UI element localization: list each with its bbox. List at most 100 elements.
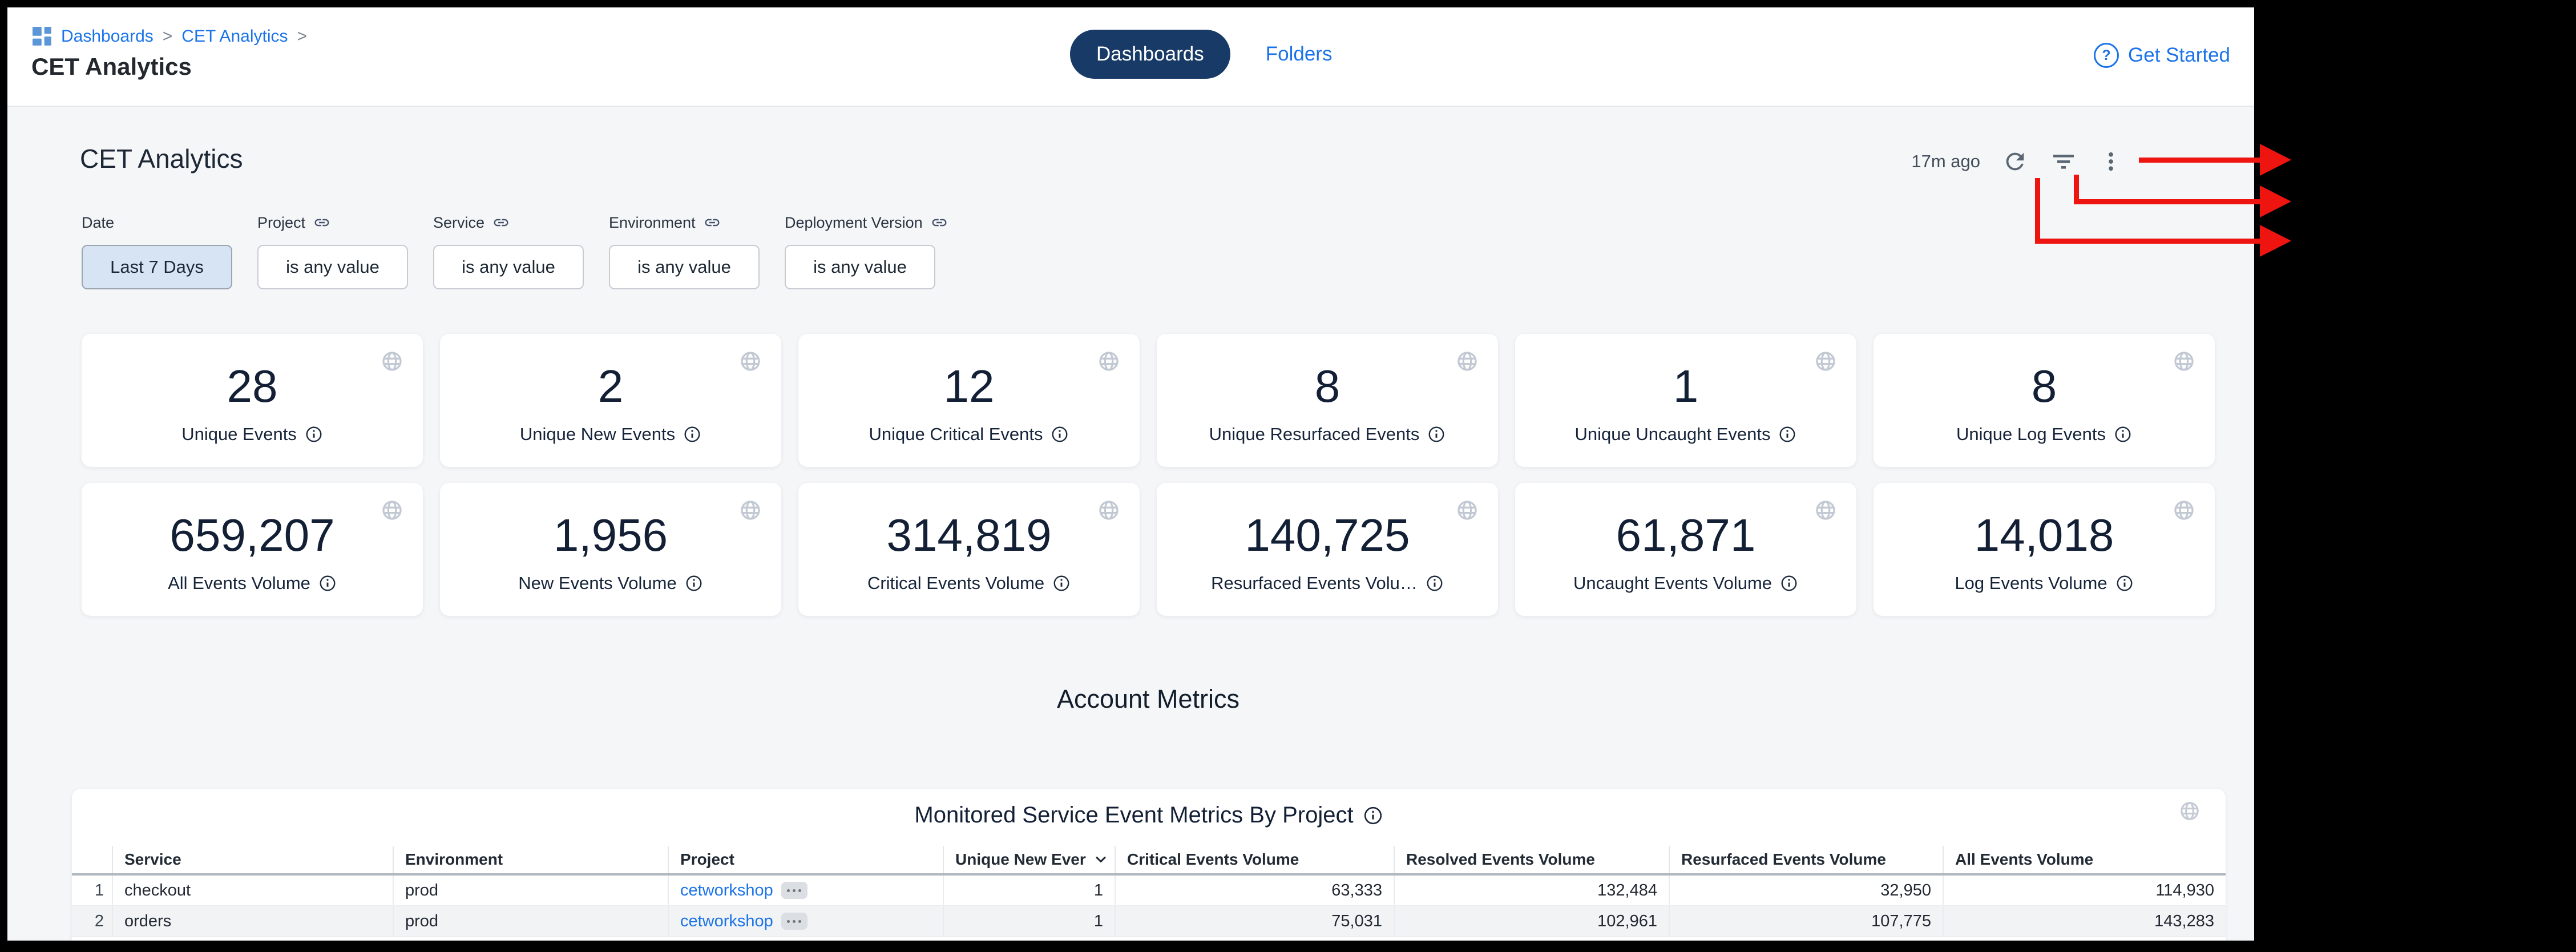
metric-value: 12 xyxy=(943,361,995,412)
breadcrumb: Dashboards > CET Analytics > xyxy=(33,27,307,46)
filter-label: Service xyxy=(433,213,485,231)
topbar: Dashboards > CET Analytics > CET Analyti… xyxy=(7,7,2254,107)
globe-icon xyxy=(1456,350,1479,376)
cell-resurfaced-events-volume: 107,775 xyxy=(1669,906,1944,937)
metric-label: Unique New Events xyxy=(519,424,676,444)
metric-label: Unique Resurfaced Events xyxy=(1209,424,1420,444)
info-icon[interactable] xyxy=(2115,574,2134,592)
globe-icon xyxy=(739,499,762,525)
row-number: 2 xyxy=(72,906,113,937)
cell-critical-events-volume: 63,333 xyxy=(1115,874,1395,906)
dashboards-grid-icon xyxy=(33,27,52,46)
globe-icon xyxy=(1097,499,1120,525)
column-header-resolved-events-volume[interactable]: Resolved Events Volume xyxy=(1394,846,1670,876)
annotation-arrow-filter-head xyxy=(2260,185,2291,217)
metric-label: Unique Log Events xyxy=(1956,424,2106,444)
filter-environment-value[interactable]: is any value xyxy=(609,245,760,289)
metric-value: 314,819 xyxy=(886,510,1052,560)
filter-date-value[interactable]: Last 7 Days xyxy=(82,245,232,289)
filter-date: Date Last 7 Days xyxy=(82,213,232,289)
metric-value: 2 xyxy=(597,361,624,412)
page-title: CET Analytics xyxy=(31,53,192,80)
dashboard-title: CET Analytics xyxy=(80,144,243,174)
info-icon[interactable] xyxy=(318,574,337,592)
info-icon[interactable] xyxy=(1426,574,1444,592)
globe-icon xyxy=(2173,499,2195,525)
info-icon[interactable] xyxy=(1427,425,1446,443)
filter-icon[interactable] xyxy=(2050,148,2077,175)
cell-resolved-events-volume: 132,484 xyxy=(1394,874,1670,906)
info-icon[interactable] xyxy=(305,425,323,443)
column-header-label: Unique New Ever xyxy=(955,850,1086,868)
metric-label: New Events Volume xyxy=(518,573,677,593)
view-tabs: Dashboards Folders xyxy=(1070,30,1332,79)
info-icon[interactable] xyxy=(685,574,703,592)
filter-project-value[interactable]: is any value xyxy=(257,245,408,289)
metric-card-unique-new-events: 2 Unique New Events xyxy=(440,334,781,467)
metric-card-all-events-volume: 659,207 All Events Volume xyxy=(82,483,423,616)
info-icon[interactable] xyxy=(1778,425,1796,443)
get-started-link[interactable]: ? Get Started xyxy=(2094,43,2230,68)
info-icon[interactable] xyxy=(1780,574,1798,592)
info-icon[interactable] xyxy=(1363,805,1383,826)
project-link[interactable]: cetworkshop xyxy=(680,911,773,930)
globe-icon xyxy=(1456,499,1479,525)
metric-card-unique-uncaught-events: 1 Unique Uncaught Events xyxy=(1515,334,1856,467)
metric-value: 1,956 xyxy=(553,510,668,560)
column-header-environment[interactable]: Environment xyxy=(393,846,669,876)
tab-dashboards[interactable]: Dashboards xyxy=(1070,30,1230,79)
breadcrumb-separator: > xyxy=(162,27,173,46)
metric-card-log-events-volume: 14,018 Log Events Volume xyxy=(1874,483,2215,616)
metric-cards-row-2: 659,207 All Events Volume 1,956 New Even… xyxy=(82,483,2215,616)
sort-desc-chevron-icon xyxy=(1093,852,1109,868)
project-link[interactable]: cetworkshop xyxy=(680,881,773,899)
cell-project: cetworkshop xyxy=(668,874,944,906)
help-icon: ? xyxy=(2094,43,2119,68)
metric-card-new-events-volume: 1,956 New Events Volume xyxy=(440,483,781,616)
filter-service-value[interactable]: is any value xyxy=(433,245,584,289)
info-icon[interactable] xyxy=(2114,425,2132,443)
cell-menu-icon[interactable] xyxy=(781,913,807,930)
column-header-critical-events-volume[interactable]: Critical Events Volume xyxy=(1115,846,1395,876)
metric-card-unique-log-events: 8 Unique Log Events xyxy=(1874,334,2215,467)
metric-cards-row-1: 28 Unique Events 2 Unique New Events 12 … xyxy=(82,334,2215,467)
column-header-unique-new-events[interactable]: Unique New Ever xyxy=(943,846,1116,876)
cell-menu-icon[interactable] xyxy=(781,882,807,899)
metric-label: Uncaught Events Volume xyxy=(1573,573,1772,593)
filter-label: Environment xyxy=(609,213,696,231)
annotation-arrow-filter-vline xyxy=(2074,175,2079,204)
info-icon[interactable] xyxy=(1051,425,1069,443)
filter-label: Project xyxy=(257,213,306,231)
breadcrumb-item-dashboards[interactable]: Dashboards xyxy=(61,27,154,46)
metric-card-uncaught-events-volume: 61,871 Uncaught Events Volume xyxy=(1515,483,1856,616)
info-icon[interactable] xyxy=(1052,574,1071,592)
annotation-arrow-refresh-line xyxy=(2035,239,2261,244)
column-header-all-events-volume[interactable]: All Events Volume xyxy=(1943,846,2226,876)
annotation-arrow-refresh-vline xyxy=(2035,178,2040,244)
breadcrumb-item-cet-analytics[interactable]: CET Analytics xyxy=(181,27,288,46)
globe-icon xyxy=(739,350,762,376)
link-icon xyxy=(704,214,721,231)
dashboard-toolbar: 17m ago xyxy=(1911,148,2123,175)
last-refreshed-label: 17m ago xyxy=(1911,151,1980,171)
tab-folders[interactable]: Folders xyxy=(1265,43,1333,65)
metrics-table: Service Environment Project Unique New E… xyxy=(72,846,2226,937)
table-row: 2 orders prod cetworkshop 1 75,031 102,9… xyxy=(72,906,2226,937)
column-header-resurfaced-events-volume[interactable]: Resurfaced Events Volume xyxy=(1669,846,1944,876)
column-header-service[interactable]: Service xyxy=(112,846,394,876)
more-vert-icon[interactable] xyxy=(2099,150,2123,174)
filter-deployment-version-value[interactable]: is any value xyxy=(785,245,935,289)
cell-all-events-volume: 114,930 xyxy=(1943,874,2226,906)
cell-service: orders xyxy=(112,906,394,937)
metric-card-resurfaced-events-volume: 140,725 Resurfaced Events Volu… xyxy=(1157,483,1498,616)
cell-resurfaced-events-volume: 32,950 xyxy=(1669,874,1944,906)
row-number: 1 xyxy=(72,874,113,906)
metric-value: 659,207 xyxy=(169,510,335,560)
column-header-project[interactable]: Project xyxy=(668,846,944,876)
globe-icon xyxy=(1814,350,1837,376)
metric-label: Log Events Volume xyxy=(1955,573,2107,593)
metric-label: Unique Uncaught Events xyxy=(1574,424,1771,444)
refresh-icon[interactable] xyxy=(2002,148,2028,175)
info-icon[interactable] xyxy=(683,425,701,443)
globe-icon xyxy=(1097,350,1120,376)
